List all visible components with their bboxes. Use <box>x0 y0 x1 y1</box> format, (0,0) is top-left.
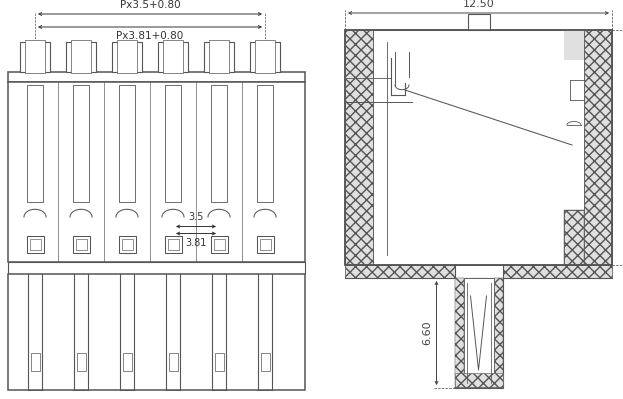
Bar <box>164 235 181 253</box>
Bar <box>72 235 90 253</box>
Bar <box>71 40 91 73</box>
Bar <box>467 14 490 30</box>
Bar <box>20 42 50 72</box>
Bar <box>345 30 612 265</box>
Text: Px3.5+0.80: Px3.5+0.80 <box>120 0 180 10</box>
Bar <box>564 30 584 60</box>
Bar <box>455 373 503 388</box>
Bar <box>27 235 44 253</box>
Bar <box>373 30 584 265</box>
Bar <box>257 85 273 202</box>
Bar <box>25 40 45 73</box>
Bar <box>584 30 612 265</box>
Bar <box>345 265 455 278</box>
Bar <box>260 353 270 371</box>
Bar <box>8 72 305 390</box>
Text: 3.81: 3.81 <box>185 237 207 247</box>
Bar <box>455 278 503 388</box>
Bar <box>564 210 584 265</box>
Bar <box>204 42 234 72</box>
Bar <box>8 262 305 274</box>
Text: 12.50: 12.50 <box>463 0 495 9</box>
Text: 6.60: 6.60 <box>422 321 432 345</box>
Bar <box>214 353 224 371</box>
Bar <box>27 85 43 202</box>
Bar <box>119 85 135 202</box>
Bar <box>260 239 270 249</box>
Bar <box>121 239 133 249</box>
Bar <box>31 353 39 371</box>
Bar <box>165 85 181 202</box>
Bar <box>211 235 227 253</box>
Bar <box>255 40 275 73</box>
Bar <box>112 42 142 72</box>
Bar <box>168 239 179 249</box>
Bar <box>158 42 188 72</box>
Bar <box>209 40 229 73</box>
Bar <box>214 239 224 249</box>
Bar <box>455 278 464 385</box>
Bar <box>77 353 85 371</box>
Bar <box>464 278 493 385</box>
Bar <box>29 239 40 249</box>
Bar <box>117 40 137 73</box>
Bar <box>493 278 503 385</box>
Bar <box>163 40 183 73</box>
Bar <box>8 72 305 82</box>
Bar <box>211 85 227 202</box>
Bar <box>345 30 612 265</box>
Bar <box>168 353 178 371</box>
Bar <box>250 42 280 72</box>
Bar <box>75 239 87 249</box>
Bar <box>123 353 131 371</box>
Bar <box>8 82 305 262</box>
Bar <box>503 265 612 278</box>
Text: 3.5: 3.5 <box>188 213 204 223</box>
Bar <box>8 274 305 390</box>
Bar <box>73 85 89 202</box>
Bar <box>118 235 135 253</box>
Bar <box>345 30 373 265</box>
Bar <box>66 42 96 72</box>
Text: Px3.81+0.80: Px3.81+0.80 <box>117 31 184 41</box>
Bar <box>257 235 273 253</box>
